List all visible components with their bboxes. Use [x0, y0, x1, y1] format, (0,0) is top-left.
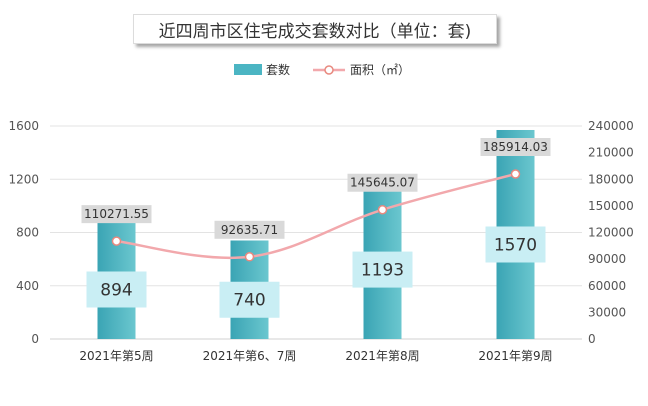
right-tick-label: 120000 [588, 226, 634, 240]
line-path [116, 172, 516, 260]
right-tick-label: 210000 [588, 146, 634, 160]
left-axis: 0 400 800 1200 1600 [8, 119, 39, 346]
left-tick-label: 0 [31, 332, 39, 346]
left-tick-label: 800 [16, 226, 39, 240]
bar-value-label: 1570 [494, 235, 537, 255]
legend-swatch-bar [234, 64, 262, 75]
right-tick-label: 240000 [588, 119, 634, 133]
line-value-label: 145645.07 [350, 176, 415, 190]
right-axis: 0 30000 60000 90000 120000 150000 180000 210000… [588, 119, 634, 346]
legend-label-bar: 套数 [266, 62, 290, 77]
bar-series [97, 129, 535, 339]
line-point [111, 236, 122, 246]
legend: 套数 面积（㎡） [234, 62, 410, 77]
bar-value-label-box [86, 271, 147, 308]
line-value-label-box [81, 205, 152, 224]
line-series [111, 169, 521, 262]
x-tick-label: 2021年第5周 [79, 349, 153, 363]
chart-title: 近四周市区住宅成交套数对比（单位：套) [133, 14, 497, 44]
right-tick-label: 0 [588, 332, 596, 346]
bar-value-label-box [352, 251, 413, 288]
line-value-label: 110271.55 [84, 207, 149, 221]
line-point [377, 204, 388, 215]
data-labels: 110271.55 92635.71 145645.07 185914.03 894 74… [81, 138, 551, 318]
line-point [244, 252, 255, 262]
bar-value-label: 894 [100, 280, 132, 300]
legend-label-line: 面积（㎡） [350, 63, 410, 77]
line-value-label: 185914.03 [483, 140, 548, 154]
line-value-label-box [480, 138, 551, 157]
line-value-label-box [347, 173, 418, 192]
line-value-label: 92635.71 [221, 223, 278, 237]
bar-value-label-box [485, 226, 546, 263]
x-tick-label: 2021年第8周 [345, 349, 419, 363]
x-tick-label: 2021年第9周 [478, 349, 552, 363]
left-tick-label: 1600 [8, 119, 39, 133]
right-tick-label: 180000 [588, 172, 634, 186]
right-tick-label: 30000 [588, 305, 626, 319]
bar-value-label: 1193 [361, 261, 404, 281]
left-tick-label: 400 [16, 279, 39, 293]
bar-value-label: 740 [233, 291, 265, 311]
line-value-label-box [214, 220, 285, 239]
line-point [510, 169, 521, 179]
left-tick-label: 1200 [8, 172, 39, 186]
right-tick-label: 150000 [588, 199, 634, 213]
legend-marker-line [324, 65, 334, 75]
x-axis: 2021年第5周 2021年第6、7周 2021年第8周 2021年第9周 [79, 349, 552, 363]
bar-value-label-box [219, 281, 280, 318]
x-tick-label: 2021年第6、7周 [203, 349, 297, 363]
right-tick-label: 90000 [588, 252, 626, 266]
right-tick-label: 60000 [588, 279, 626, 293]
